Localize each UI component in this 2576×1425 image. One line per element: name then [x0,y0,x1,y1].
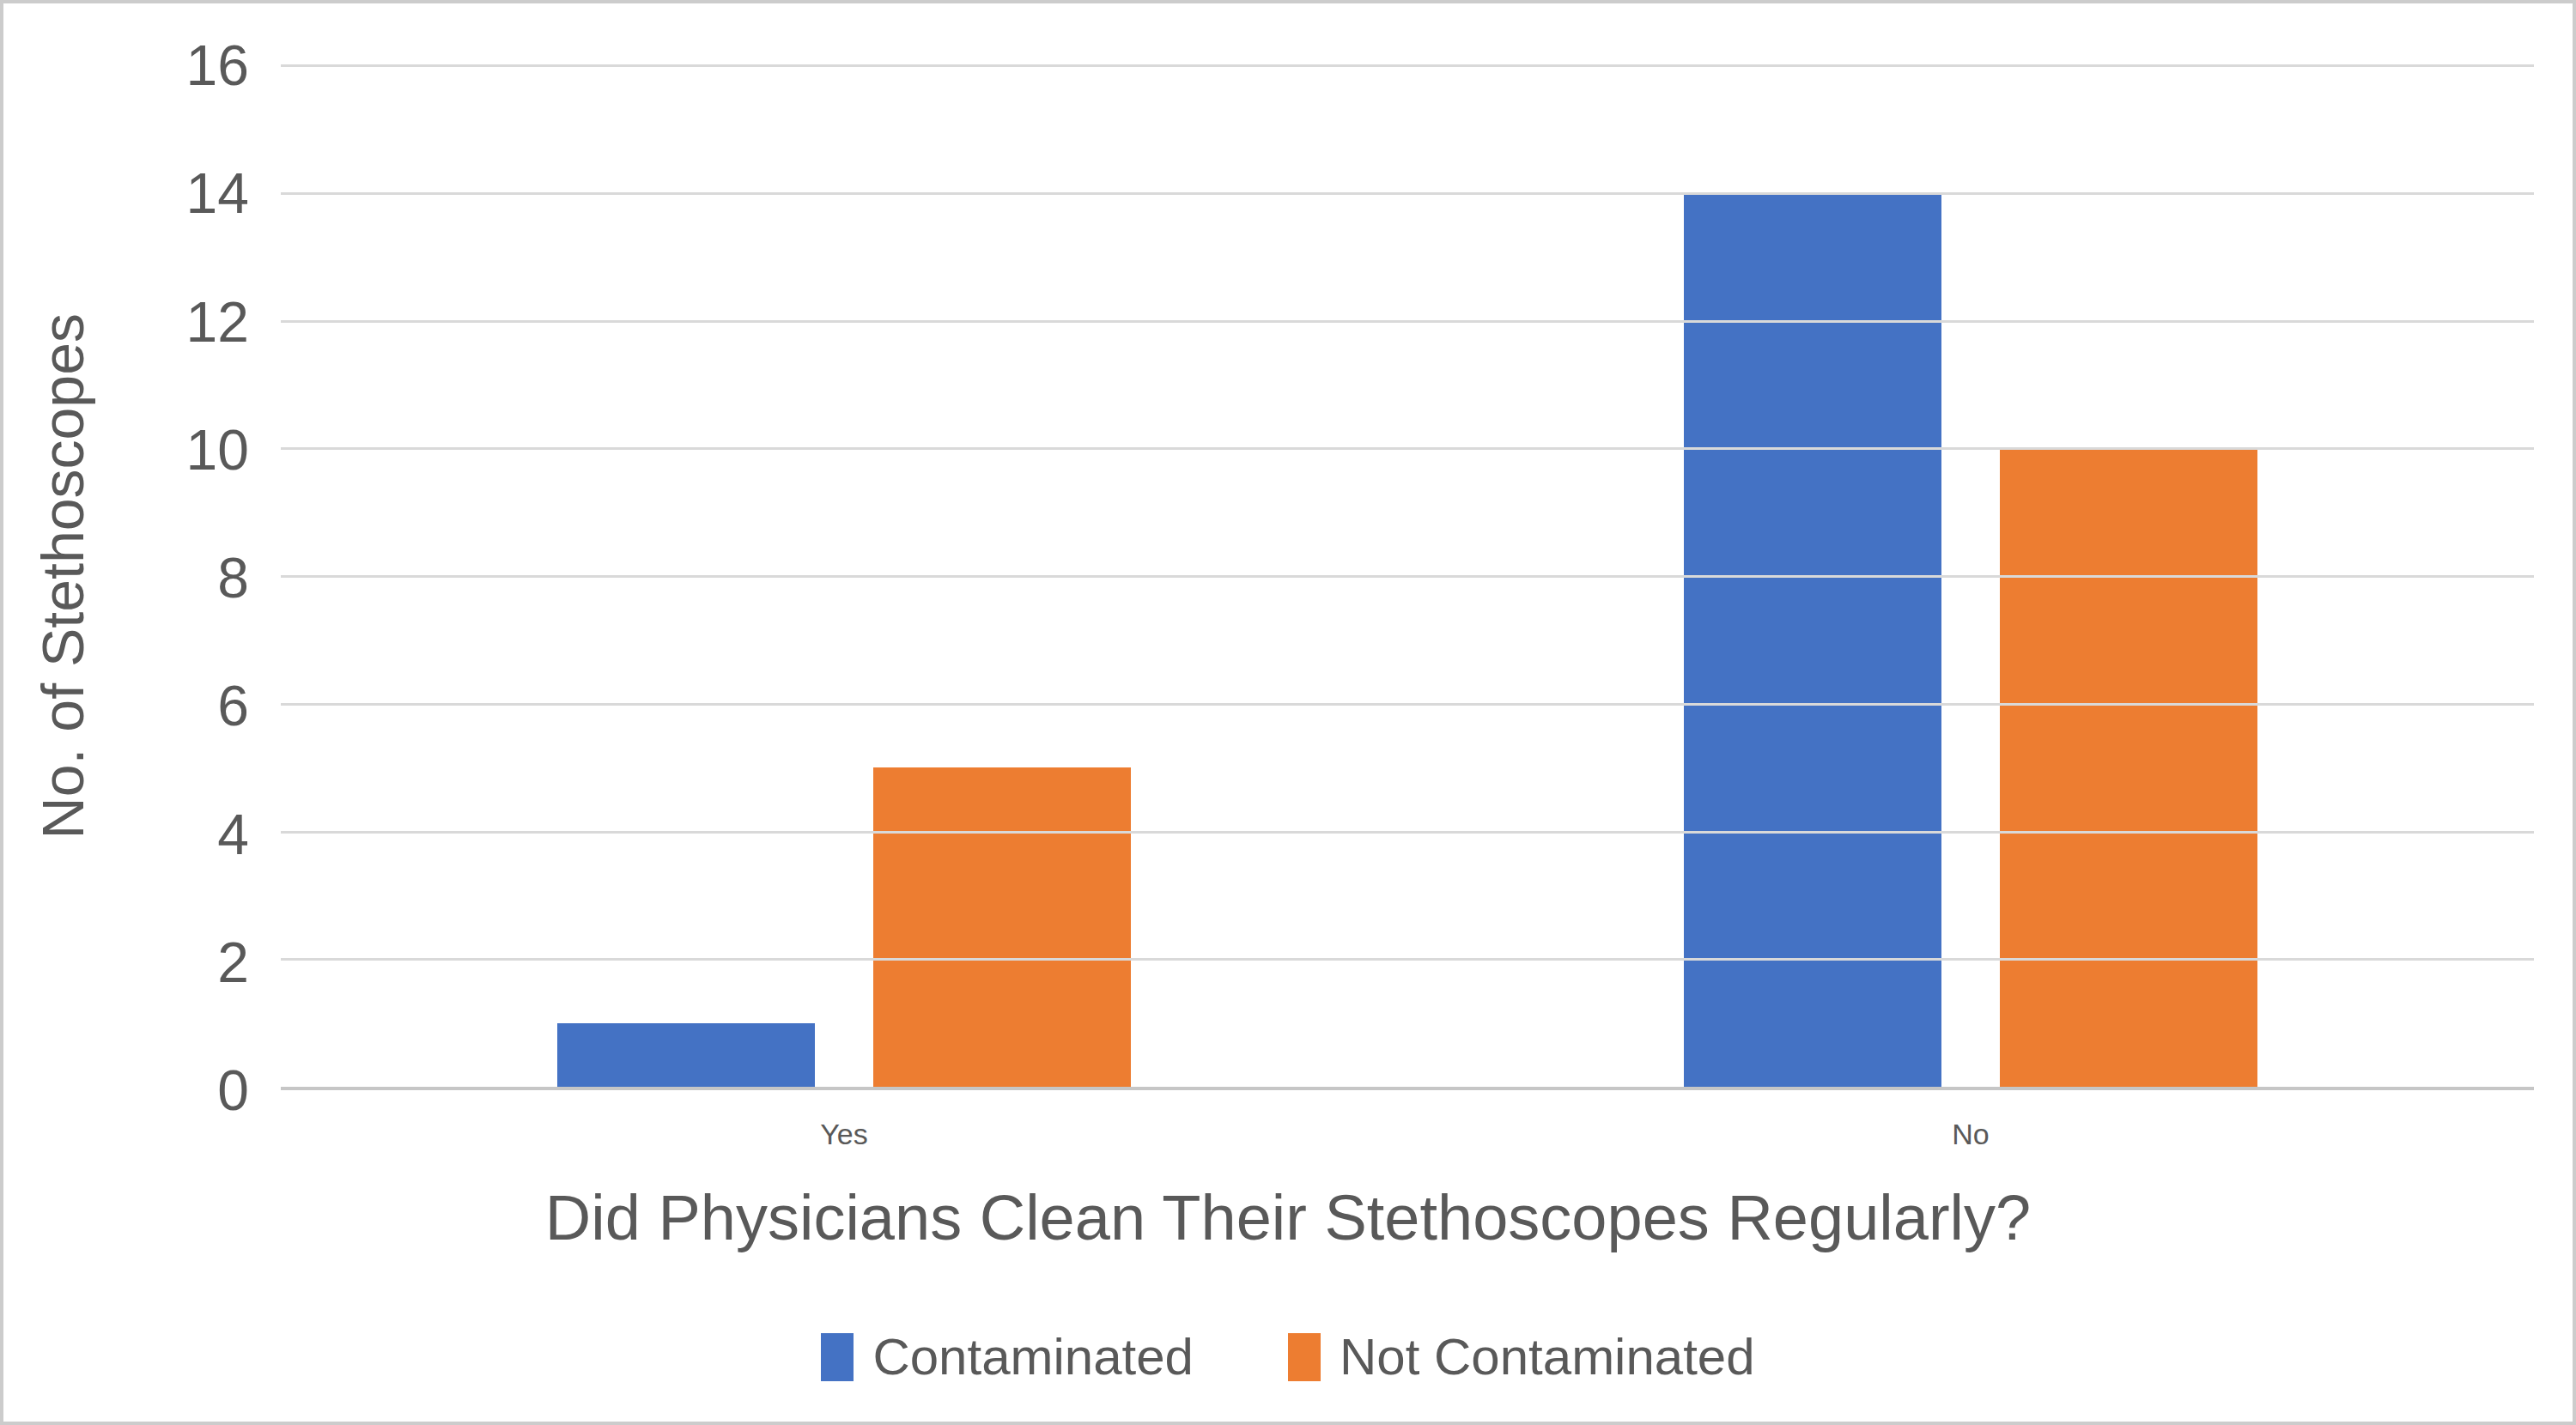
x-axis-title: Did Physicians Clean Their Stethoscopes … [3,1181,2573,1254]
y-tick-label: 4 [3,806,249,863]
gridline [281,575,2534,578]
y-tick-label: 0 [3,1062,249,1119]
y-tick-label: 8 [3,549,249,606]
y-tick-label: 6 [3,677,249,734]
gridline [281,447,2534,450]
bar-contaminated-no [1684,193,1941,1087]
legend-marker-not-contaminated [1288,1333,1321,1381]
y-tick-label: 12 [3,294,249,350]
x-axis-category-labels: Yes No [281,1118,2534,1151]
y-tick-label: 16 [3,37,249,94]
category-label-no: No [1407,1118,2534,1151]
gridline [281,958,2534,961]
legend-item-not-contaminated: Not Contaminated [1288,1327,1755,1386]
chart-canvas: No. of Stethoscopes 0246810121416 Yes No… [0,0,2576,1425]
bar-contaminated-yes [557,1023,815,1087]
gridline [281,64,2534,67]
plot-area [281,65,2534,1090]
y-tick-label: 10 [3,421,249,478]
legend-label-not-contaminated: Not Contaminated [1340,1327,1755,1386]
legend-marker-contaminated [821,1333,854,1381]
gridline [281,192,2534,195]
bar-not-contaminated-yes [873,767,1131,1087]
legend-label-contaminated: Contaminated [872,1327,1194,1386]
y-tick-label: 14 [3,165,249,221]
bar-not-contaminated-no [2000,448,2257,1087]
legend-item-contaminated: Contaminated [821,1327,1194,1386]
gridline [281,320,2534,323]
gridline [281,831,2534,834]
gridline [281,703,2534,706]
category-label-yes: Yes [281,1118,1407,1151]
y-tick-label: 2 [3,934,249,991]
legend: Contaminated Not Contaminated [3,1327,2573,1386]
